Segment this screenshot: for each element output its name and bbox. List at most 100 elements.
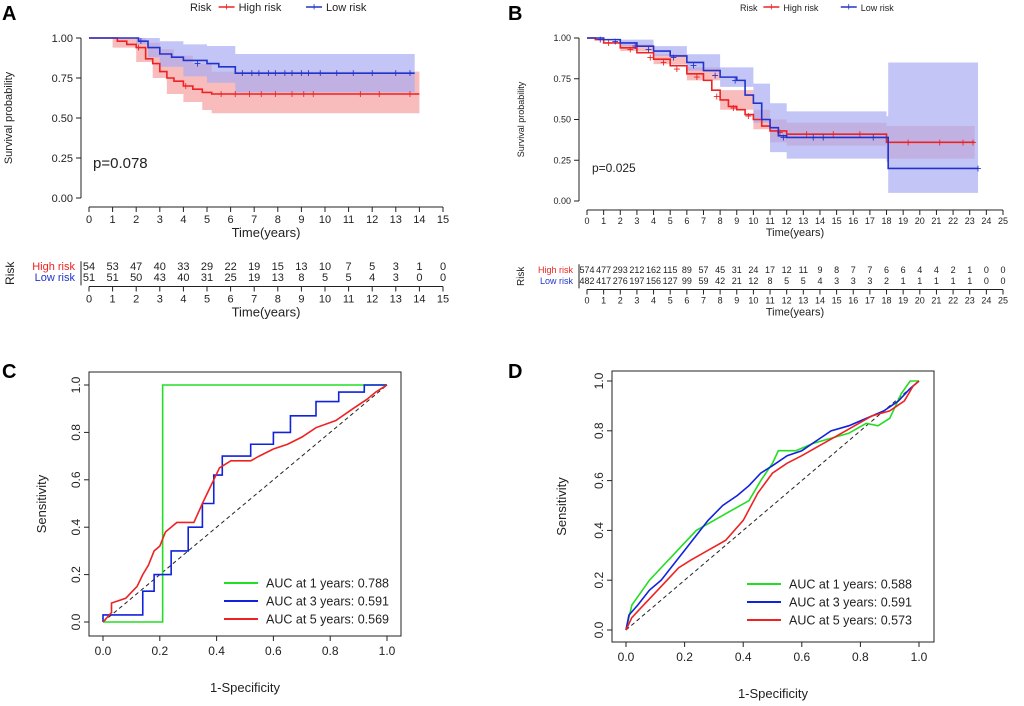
- risk-table-x-tick-label: 6: [684, 296, 689, 306]
- risk-table-cell: 197: [629, 276, 644, 286]
- risk-table-cell: 127: [663, 276, 678, 286]
- y-tick-label: 0.4: [69, 519, 83, 536]
- risk-table-row-label: Low risk: [35, 272, 76, 284]
- risk-table-cell: 24: [748, 265, 758, 275]
- y-axis-label: Sensitivity: [34, 474, 49, 533]
- x-tick-label: 10: [748, 216, 758, 226]
- risk-table-cell: 3: [393, 272, 399, 284]
- y-tick-label: 1.00: [52, 33, 73, 45]
- legend-label-high: High risk: [239, 2, 282, 14]
- censor-mark: +: [777, 126, 784, 140]
- risk-table-cell: 47: [130, 261, 142, 273]
- risk-table-cell: 31: [732, 265, 742, 275]
- risk-table-cell: 162: [646, 265, 661, 275]
- y-tick-label: 0.4: [592, 522, 606, 539]
- censor-mark: +: [810, 130, 817, 144]
- x-tick-label: 2: [618, 216, 623, 226]
- x-tick-label: 19: [898, 216, 908, 226]
- x-tick-label: 4: [180, 214, 186, 226]
- x-tick-label: 20: [915, 216, 925, 226]
- x-tick-label: 18: [882, 216, 892, 226]
- risk-table-cell: 0: [1000, 265, 1005, 275]
- risk-table-cell: 45: [715, 265, 725, 275]
- risk-table-cell: 13: [295, 261, 307, 273]
- p-value: p=0.078: [93, 155, 148, 172]
- risk-table-x-tick-label: 4: [180, 294, 186, 306]
- x-tick-label: 0.0: [95, 644, 112, 658]
- risk-table-cell: 0: [440, 261, 446, 273]
- x-tick-label: 11: [765, 216, 774, 226]
- x-tick-label: 4: [651, 216, 656, 226]
- legend-label: AUC at 3 years: 0.591: [266, 595, 389, 609]
- censor-mark: +: [137, 34, 144, 48]
- risk-table-cell: 22: [224, 261, 236, 273]
- risk-table-x-tick-label: 8: [275, 294, 281, 306]
- risk-table-cell: 8: [834, 265, 839, 275]
- risk-table-cell: 4: [369, 272, 375, 284]
- censor-mark: +: [265, 66, 272, 80]
- risk-table-cell: 6: [884, 265, 889, 275]
- x-tick-label: 14: [815, 216, 825, 226]
- risk-table-cell: 477: [596, 265, 611, 275]
- censor-mark: +: [713, 90, 720, 104]
- risk-table-x-tick-label: 11: [343, 294, 354, 306]
- legend-label: AUC at 5 years: 0.573: [789, 614, 912, 628]
- censor-mark: +: [248, 66, 255, 80]
- x-tick-label: 0: [86, 214, 92, 226]
- risk-table-cell: 17: [765, 265, 775, 275]
- x-tick-label: 0.2: [676, 650, 693, 664]
- x-tick-label: 12: [782, 216, 792, 226]
- risk-table-cell: 1: [416, 261, 422, 273]
- censor-mark: +: [288, 66, 295, 80]
- risk-table-cell: 2: [884, 276, 889, 286]
- x-tick-label: 0.8: [852, 650, 869, 664]
- y-tick-label: 0.25: [553, 155, 571, 165]
- censor-mark: +: [960, 135, 967, 149]
- roc-panel-c: C 0.0 0.0 0.2 0.2 0.4 0.4 0.6 0.6 0.8 0.8 1.0 1.0 1-S…: [2, 361, 402, 695]
- risk-table-cell: 4: [817, 276, 822, 286]
- x-tick-label: 0: [584, 216, 589, 226]
- plot-frame: [88, 371, 402, 637]
- risk-table-cell: 53: [106, 261, 118, 273]
- x-tick-label: 1.0: [379, 644, 396, 658]
- risk-table-cell: 417: [596, 276, 611, 286]
- x-tick-label: 3: [157, 214, 163, 226]
- risk-table-cell: 54: [83, 261, 95, 273]
- x-tick-label: 24: [981, 216, 991, 226]
- risk-table-cell: 31: [201, 272, 213, 284]
- risk-table-cell: 3: [393, 261, 399, 273]
- censor-mark: +: [182, 79, 189, 93]
- censor-mark: +: [218, 87, 225, 101]
- risk-table-x-tick-label: 8: [718, 296, 723, 306]
- roc-legend: AUC at 1 years: 0.788 AUC at 3 years: 0.5…: [218, 573, 398, 631]
- diagonal-reference-line: [102, 384, 388, 623]
- risk-table: High risk 574 477 293 212 162 115 89 57 45 31 24 17 1…: [516, 264, 1008, 319]
- y-tick-label: 0.0: [69, 613, 83, 630]
- survival-curve-low-risk: [587, 37, 979, 170]
- x-tick-label: 11: [343, 214, 354, 226]
- survival-curve-high-risk: [89, 37, 420, 95]
- y-tick-label: 0.75: [553, 74, 571, 84]
- risk-table-x-tick-label: 12: [782, 296, 792, 306]
- x-tick-label: 1.0: [911, 650, 928, 664]
- risk-table-cell: 11: [799, 265, 808, 275]
- legend-label: AUC at 1 years: 0.788: [266, 577, 389, 591]
- risk-table-cell: 5: [801, 276, 806, 286]
- x-tick-label: 0.4: [735, 650, 752, 664]
- censor-mark: +: [406, 66, 413, 80]
- risk-table-cell: 10: [319, 261, 331, 273]
- censor-mark: +: [333, 66, 340, 80]
- x-tick-label: 7: [701, 216, 706, 226]
- censor-mark: +: [392, 66, 399, 80]
- legend: Risk + High risk + Low risk: [190, 2, 367, 15]
- censor-mark: +: [645, 42, 652, 56]
- x-tick-label: 10: [319, 214, 331, 226]
- risk-table-x-tick-label: 1: [110, 294, 116, 306]
- risk-table-cell: 1: [934, 276, 939, 286]
- diagonal-reference-line: [625, 380, 920, 631]
- risk-table-x-axis-label: Time(years): [232, 305, 301, 320]
- censor-mark: +: [239, 66, 246, 80]
- y-axis-label: Survival probability: [516, 81, 526, 157]
- risk-table-x-tick-label: 16: [848, 296, 858, 306]
- x-tick-label: 16: [848, 216, 858, 226]
